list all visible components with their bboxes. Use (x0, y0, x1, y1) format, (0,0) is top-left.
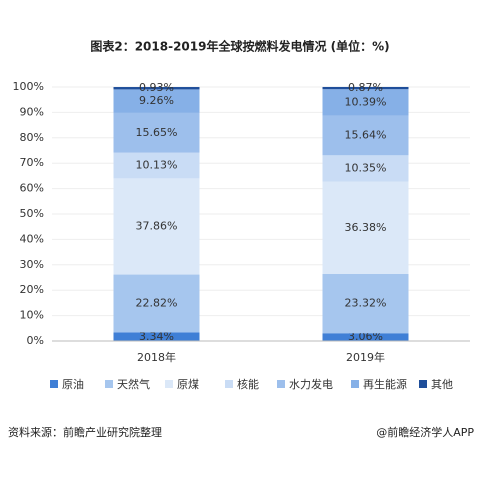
x-tick-label: 2018年 (137, 350, 176, 364)
bar-segment (322, 181, 409, 274)
bar-segment (113, 87, 200, 90)
legend-swatch (351, 380, 359, 388)
value-label: 3.06% (348, 330, 383, 343)
legend-swatch (105, 380, 113, 388)
value-label: 23.32% (345, 297, 387, 310)
source-note: 资料来源：前瞻产业研究院整理 (8, 425, 162, 439)
bar-segment (113, 274, 200, 333)
y-tick-label: 10% (20, 309, 44, 322)
legend-label: 再生能源 (363, 377, 407, 391)
y-tick-label: 40% (20, 232, 44, 245)
y-tick-label: 0% (27, 334, 44, 347)
bar-segment (113, 89, 200, 113)
legend-label: 天然气 (117, 377, 150, 391)
legend-swatch (165, 380, 173, 388)
bar-segment (113, 178, 200, 275)
bar-segment (322, 86, 409, 90)
legend-label: 核能 (237, 377, 259, 391)
value-label: 15.65% (136, 126, 178, 139)
x-tick-label: 2019年 (346, 350, 385, 364)
bar-segment (322, 333, 409, 341)
y-tick-label: 100% (13, 80, 44, 93)
y-tick-label: 80% (20, 131, 44, 144)
bar-segment (113, 332, 200, 341)
value-label: 36.38% (345, 221, 387, 234)
brand-note: @前瞻经济学人APP (376, 425, 474, 439)
bar-segment (113, 152, 200, 179)
y-tick-label: 70% (20, 156, 44, 169)
y-tick-label: 20% (20, 283, 44, 296)
legend-label: 原油 (62, 377, 84, 391)
value-label: 15.64% (345, 128, 387, 141)
value-label: 37.86% (136, 219, 178, 232)
legend-swatch (225, 380, 233, 388)
legend-label: 其他 (431, 378, 453, 391)
legend-label: 原煤 (177, 378, 199, 391)
value-label: 10.13% (136, 159, 178, 172)
value-label: 9.26% (139, 94, 174, 107)
y-tick-label: 50% (20, 207, 44, 220)
bar-segment (113, 112, 200, 153)
value-label: 3.34% (139, 330, 174, 343)
bar-segment (322, 155, 409, 182)
value-label: 10.39% (345, 95, 387, 108)
value-label: 0.87% (348, 81, 383, 94)
legend-label: 水力发电 (289, 377, 333, 391)
legend-swatch (419, 380, 427, 388)
value-label: 10.35% (345, 161, 387, 174)
y-tick-label: 60% (20, 182, 44, 195)
bar-segment (322, 273, 409, 334)
bar-segment (322, 115, 409, 156)
legend-swatch (50, 380, 58, 388)
bar-segment (322, 89, 409, 116)
value-label: 22.82% (136, 297, 178, 310)
value-label: 0.93% (139, 81, 174, 94)
y-tick-label: 30% (20, 258, 44, 271)
legend-swatch (277, 380, 285, 388)
y-tick-label: 90% (20, 105, 44, 118)
chart-title: 图表2：2018-2019年全球按燃料发电情况 (单位：%) (90, 39, 389, 54)
